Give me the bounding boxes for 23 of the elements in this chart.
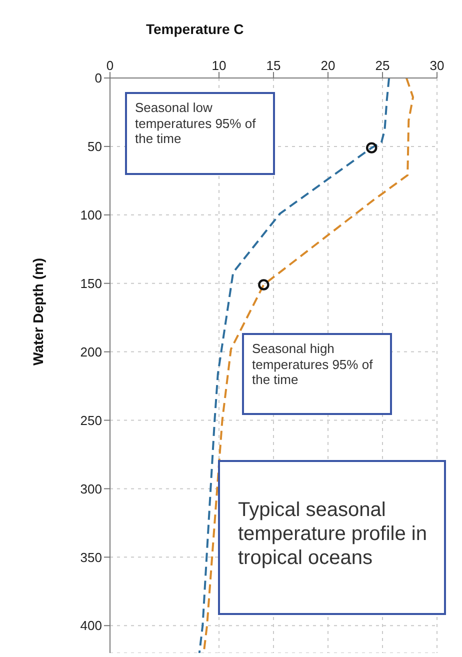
y-tick-label: 50: [88, 139, 102, 154]
x-tick-label: 20: [320, 58, 336, 73]
y-tick-label: 300: [80, 481, 102, 496]
y-tick-label: 350: [80, 550, 102, 565]
text-box: Typical seasonal temperature profile in tropical oceans: [218, 460, 446, 615]
y-tick-label: 150: [80, 276, 102, 291]
y-tick-label: 400: [80, 618, 102, 634]
x-tick-label: 25: [375, 58, 390, 73]
x-tick-label: 10: [212, 58, 226, 73]
y-tick-label: 0: [94, 70, 102, 86]
x-tick-label: 15: [266, 58, 281, 73]
text-box: Seasonal low temperatures 95% of the time: [125, 92, 275, 175]
y-axis-title: Water Depth (m): [30, 258, 46, 366]
y-tick-label: 250: [80, 412, 102, 428]
annotation: Seasonal high temperatures 95% of the time: [252, 341, 373, 388]
annotation: Seasonal low temperatures 95% of the time: [135, 100, 256, 146]
x-tick-label: 30: [430, 58, 444, 73]
x-axis-title: Temperature C: [146, 20, 244, 37]
annotation: Typical seasonal temperature profile in tropical oceans: [238, 499, 427, 569]
x-tick-label: 0: [106, 58, 114, 73]
text-box: Seasonal high temperatures 95% of the time: [242, 333, 392, 415]
y-tick-label: 200: [80, 344, 102, 360]
y-tick-label: 100: [80, 208, 102, 223]
